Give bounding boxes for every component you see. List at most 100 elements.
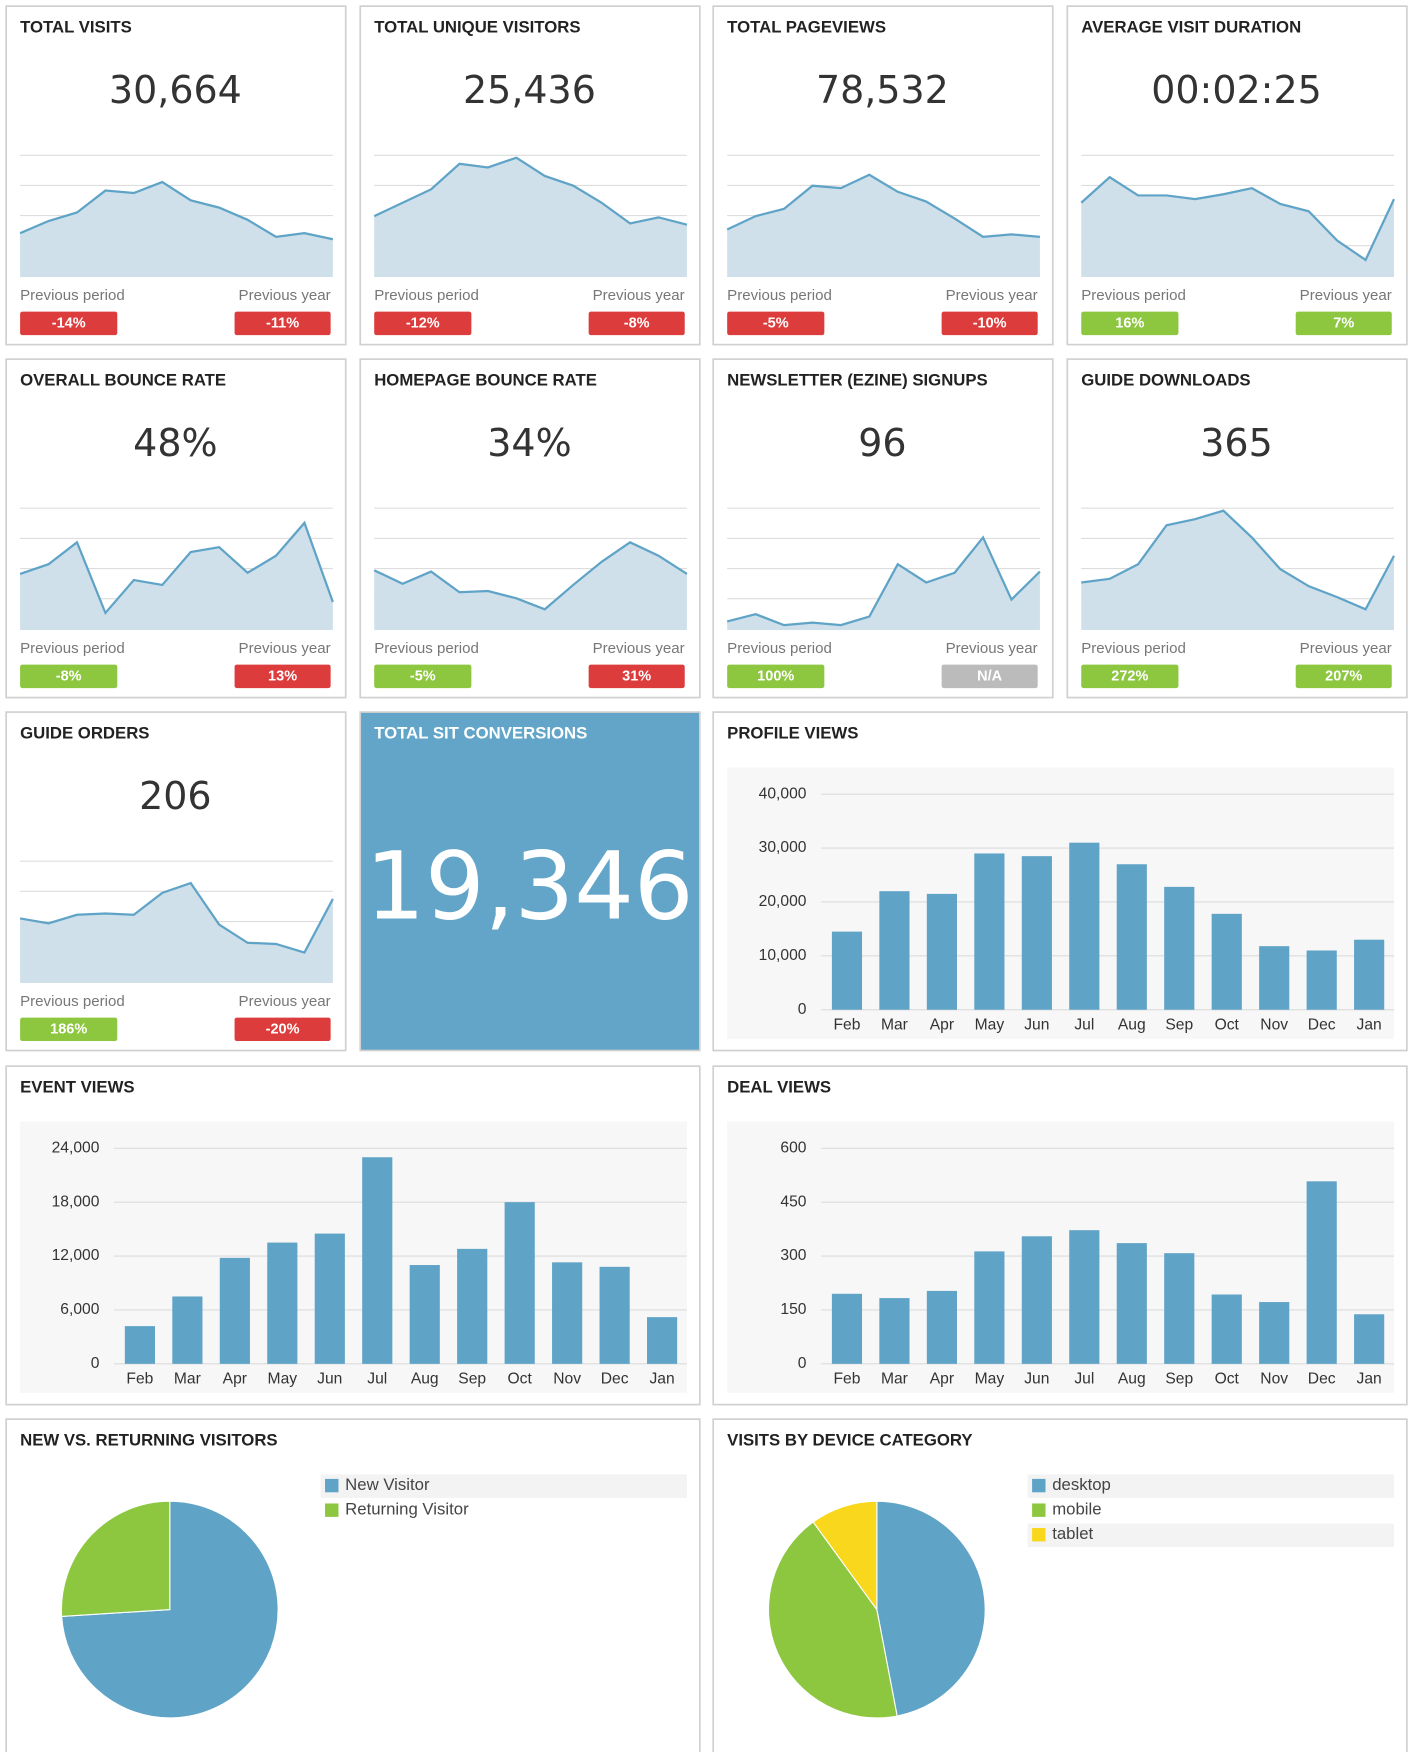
change-badge	[588, 311, 685, 336]
kpi-value: 96	[858, 421, 906, 465]
change-badge	[20, 1017, 118, 1042]
x-tick-label: Sep	[1165, 1017, 1193, 1034]
sparkline	[1080, 175, 1396, 262]
comparison-label: Previous period	[727, 287, 832, 304]
change-badge	[727, 664, 825, 689]
tile-title: NEWSLETTER (EZINE) SIGNUPS	[727, 370, 988, 389]
bar	[314, 1233, 345, 1364]
bar	[1259, 946, 1290, 1010]
legend-label: Returning Visitor	[345, 1500, 469, 1519]
x-tick-label: Jul	[367, 1371, 387, 1388]
bar	[219, 1257, 250, 1364]
sparkline	[1081, 509, 1395, 611]
chart-tile: EVENT VIEWS 0 6,000 12,000 18,000 24,000 Feb Ma…	[5, 1065, 701, 1406]
x-tick-label: Jul	[1074, 1371, 1094, 1388]
change-value: 186%	[50, 1022, 87, 1038]
bar	[599, 1266, 630, 1364]
y-tick-label: 300	[780, 1247, 806, 1264]
legend-swatch	[325, 1503, 339, 1517]
x-tick-label: Feb	[833, 1017, 860, 1034]
sparkline	[726, 173, 1041, 238]
sparkline	[373, 156, 688, 226]
kpi-tile: TOTAL UNIQUE VISITORS 25,436 Previous peri…	[359, 5, 701, 346]
bar	[1069, 1230, 1100, 1364]
sparkline	[19, 520, 334, 616]
chart-title: NEW VS. RETURNING VISITORS	[20, 1430, 277, 1449]
tile-border	[5, 358, 347, 699]
comparison-label: Previous period	[20, 287, 125, 304]
tile-border	[359, 358, 701, 699]
x-tick-label: Nov	[1260, 1017, 1288, 1034]
change-value: -5%	[410, 669, 436, 685]
plot-background	[727, 1121, 1395, 1393]
comparison-label: Previous year	[239, 640, 331, 657]
plot-background	[727, 767, 1395, 1039]
tile-border	[712, 5, 1054, 346]
comparison-label: Previous year	[946, 287, 1038, 304]
x-tick-label: Feb	[126, 1371, 153, 1388]
bar	[974, 1251, 1005, 1364]
comparison-label: Previous period	[20, 993, 125, 1010]
x-tick-label: Sep	[1165, 1371, 1193, 1388]
bar	[879, 1298, 910, 1364]
highlight-tile: TOTAL SIT CONVERSIONS 19,346	[359, 711, 701, 1052]
change-value: 16%	[1115, 316, 1144, 332]
kpi-value: 00:02:25	[1151, 68, 1322, 112]
change-badge	[20, 311, 118, 336]
change-value: 272%	[1111, 669, 1148, 685]
change-value: -20%	[266, 1022, 300, 1038]
bar	[1116, 1243, 1147, 1364]
bar	[1021, 856, 1052, 1010]
bar	[552, 1262, 583, 1364]
x-tick-label: Nov	[553, 1371, 581, 1388]
x-tick-label: Aug	[411, 1371, 439, 1388]
x-tick-label: Jun	[317, 1371, 342, 1388]
y-tick-label: 0	[798, 1001, 807, 1018]
sparkline	[19, 881, 334, 954]
x-tick-label: Nov	[1260, 1371, 1288, 1388]
bar	[1069, 842, 1100, 1010]
plot-background	[20, 1121, 687, 1393]
y-tick-label: 20,000	[759, 893, 807, 910]
change-badge	[1295, 664, 1392, 689]
change-badge	[234, 664, 331, 689]
comparison-label: Previous year	[1300, 640, 1392, 657]
bar	[831, 1293, 863, 1364]
tile-border	[5, 711, 347, 1052]
bar	[267, 1242, 298, 1364]
x-tick-label: Jan	[649, 1371, 674, 1388]
change-badge	[588, 664, 685, 689]
comparison-label: Previous year	[1300, 287, 1392, 304]
bar	[1354, 1314, 1385, 1364]
sparkline-area	[20, 883, 333, 983]
bar	[1259, 1302, 1290, 1364]
y-tick-label: 10,000	[759, 947, 807, 964]
x-tick-label: Mar	[881, 1371, 908, 1388]
comparison-label: Previous period	[1081, 287, 1186, 304]
kpi-value: 34%	[487, 421, 571, 465]
legend-label: New Visitor	[345, 1475, 430, 1494]
x-tick-label: Apr	[930, 1017, 954, 1034]
y-tick-label: 24,000	[52, 1139, 100, 1156]
comparison-label: Previous year	[239, 287, 331, 304]
change-value: 207%	[1325, 669, 1362, 685]
x-tick-label: May	[268, 1371, 298, 1388]
kpi-value: 30,664	[109, 68, 242, 112]
bar	[1306, 950, 1337, 1010]
sparkline-area	[20, 522, 333, 630]
legend-swatch	[1032, 1528, 1046, 1542]
change-value: -8%	[624, 316, 650, 332]
tile-title: TOTAL VISITS	[20, 17, 132, 36]
y-tick-label: 600	[780, 1139, 806, 1156]
x-tick-label: Jul	[1074, 1017, 1094, 1034]
bar	[124, 1326, 155, 1364]
tile-background	[359, 711, 701, 1052]
legend-swatch	[325, 1478, 339, 1493]
pie-slice	[876, 1500, 986, 1717]
y-tick-label: 40,000	[759, 785, 807, 802]
change-value: -8%	[56, 669, 82, 685]
y-tick-label: 150	[780, 1301, 806, 1318]
bar	[1164, 886, 1195, 1010]
change-badge	[234, 311, 331, 336]
